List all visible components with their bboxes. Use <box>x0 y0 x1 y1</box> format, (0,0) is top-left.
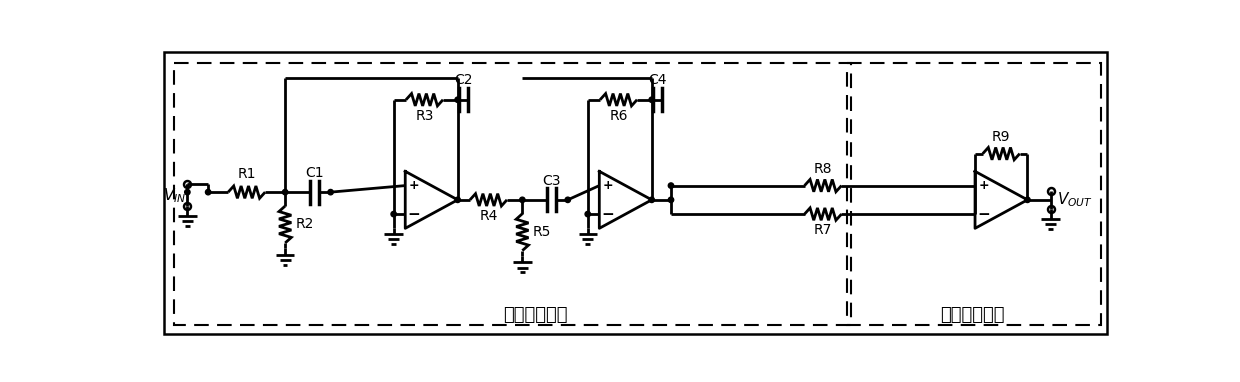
Text: 差分合成模块: 差分合成模块 <box>940 306 1004 324</box>
Text: R4: R4 <box>480 209 497 223</box>
Text: −: − <box>977 207 990 222</box>
Text: C4: C4 <box>649 73 667 87</box>
Circle shape <box>668 197 673 202</box>
Circle shape <box>1024 197 1030 202</box>
Circle shape <box>520 197 525 202</box>
Circle shape <box>391 211 397 217</box>
Text: −: − <box>407 207 420 222</box>
Bar <box>847 63 1101 325</box>
Text: $V_{OUT}$: $V_{OUT}$ <box>1056 191 1092 209</box>
Circle shape <box>649 197 655 202</box>
Text: −: − <box>601 207 614 222</box>
Text: R3: R3 <box>415 109 434 123</box>
Text: C1: C1 <box>305 166 324 180</box>
Circle shape <box>668 183 673 188</box>
Circle shape <box>585 211 590 217</box>
Text: +: + <box>603 179 613 192</box>
Text: C3: C3 <box>542 173 560 188</box>
Circle shape <box>649 97 655 102</box>
Circle shape <box>327 189 334 195</box>
Circle shape <box>455 97 460 102</box>
Text: +: + <box>408 179 419 192</box>
Text: R1: R1 <box>237 167 255 181</box>
Circle shape <box>455 197 460 202</box>
Bar <box>174 63 851 325</box>
Text: 幅相变换模块: 幅相变换模块 <box>503 306 568 324</box>
Text: R9: R9 <box>992 130 1011 144</box>
Circle shape <box>565 197 570 202</box>
Text: +: + <box>978 179 988 192</box>
Text: $V_{IN}$: $V_{IN}$ <box>164 186 187 205</box>
Circle shape <box>185 189 190 195</box>
Text: R6: R6 <box>609 109 627 123</box>
Circle shape <box>206 189 211 195</box>
Text: R2: R2 <box>296 217 314 231</box>
Text: C2: C2 <box>455 73 472 87</box>
Text: R8: R8 <box>813 162 832 176</box>
Text: R5: R5 <box>533 225 552 239</box>
Circle shape <box>283 189 288 195</box>
Text: R7: R7 <box>813 223 832 237</box>
